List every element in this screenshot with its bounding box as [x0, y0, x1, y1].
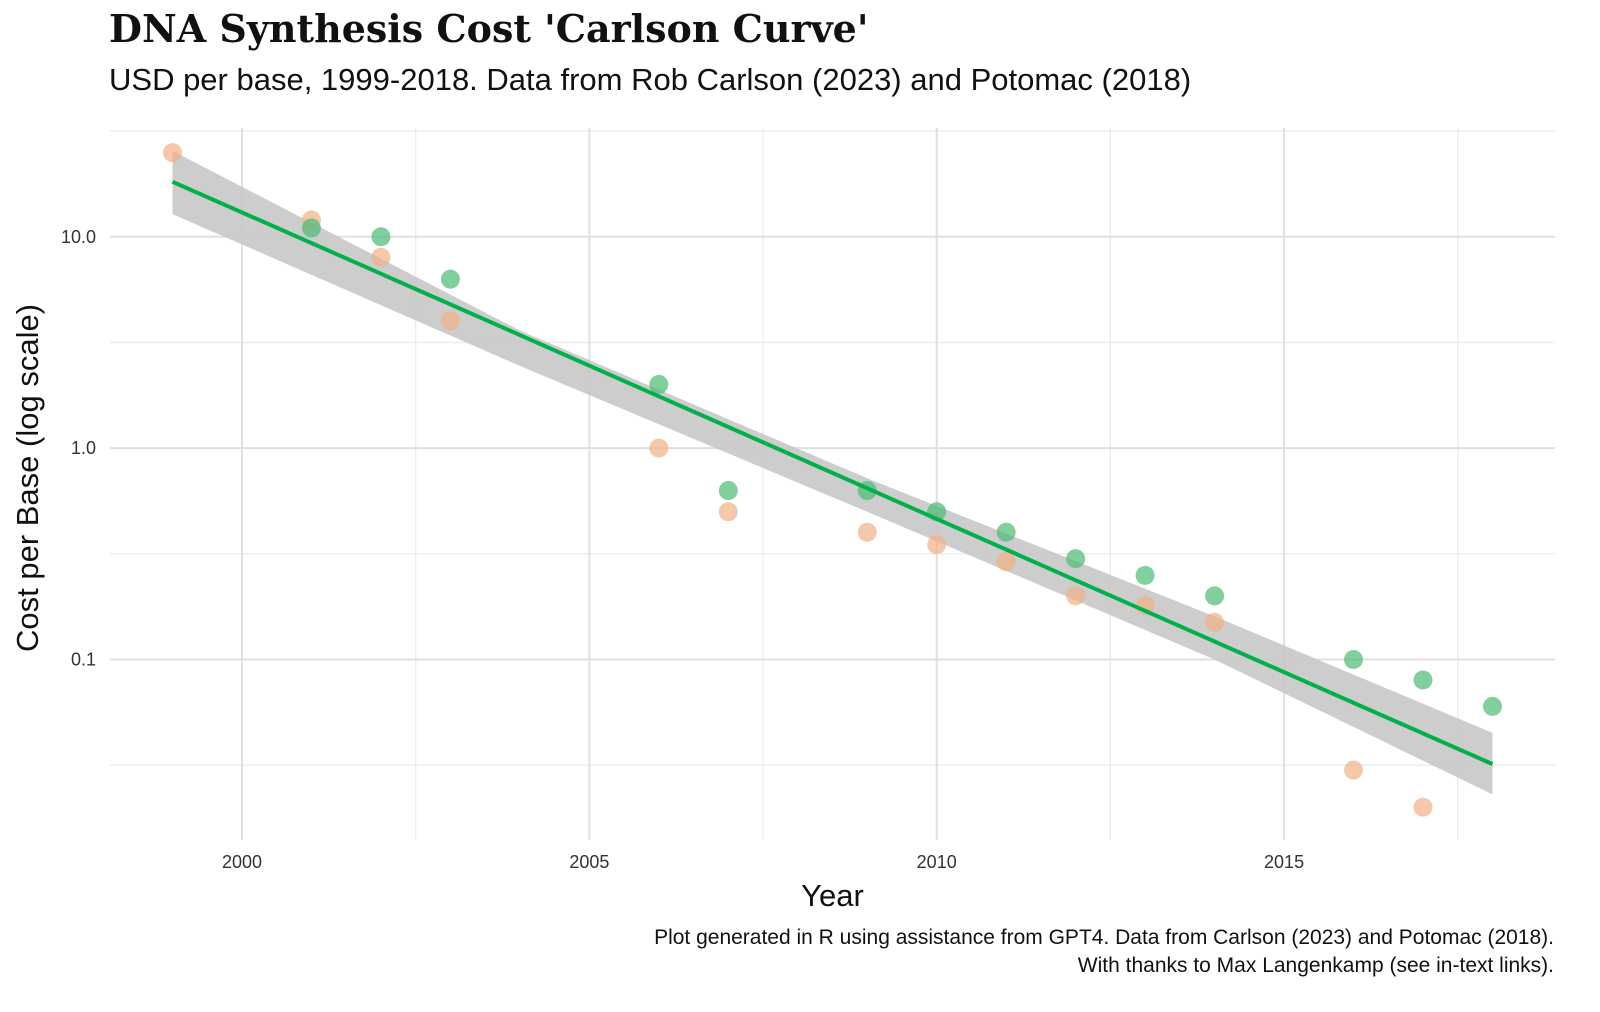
- data-point-carlson: [1066, 586, 1086, 606]
- y-tick-label: 1.0: [71, 438, 96, 458]
- data-point-potomac: [1482, 696, 1502, 716]
- x-tick-label: 2000: [222, 852, 262, 872]
- chart-subtitle: USD per base, 1999-2018. Data from Rob C…: [109, 62, 1192, 97]
- caption-line-1: Plot generated in R using assistance fro…: [654, 926, 1554, 949]
- data-point-potomac: [371, 227, 391, 247]
- data-point-potomac: [1135, 565, 1155, 585]
- chart-caption: Plot generated in R using assistance fro…: [654, 924, 1554, 980]
- x-tick-label: 2010: [917, 852, 957, 872]
- data-point-carlson: [371, 247, 391, 267]
- data-point-potomac: [718, 481, 738, 501]
- data-point-potomac: [996, 522, 1016, 542]
- x-tick-label: 2005: [569, 852, 609, 872]
- data-point-carlson: [1413, 797, 1433, 817]
- data-point-potomac: [301, 218, 321, 238]
- data-point-carlson: [996, 552, 1016, 572]
- data-point-carlson: [649, 438, 669, 458]
- data-point-potomac: [1344, 650, 1364, 670]
- y-axis-label: Cost per Base (log scale): [10, 304, 45, 652]
- chart-title: DNA Synthesis Cost 'Carlson Curve': [109, 6, 869, 51]
- caption-line-2: With thanks to Max Langenkamp (see in-te…: [1077, 954, 1554, 977]
- data-point-potomac: [440, 269, 460, 289]
- data-point-carlson: [927, 535, 947, 555]
- x-tick-label: 2015: [1264, 852, 1304, 872]
- y-tick-label: 0.1: [71, 650, 96, 670]
- data-point-potomac: [1066, 549, 1086, 569]
- regression-line: [171, 179, 1494, 766]
- data-point-carlson: [1205, 612, 1225, 632]
- data-point-carlson: [1344, 760, 1364, 780]
- data-point-carlson: [857, 522, 877, 542]
- data-point-potomac: [649, 375, 669, 395]
- y-tick-label: 10.0: [61, 227, 96, 247]
- data-point-potomac: [1205, 586, 1225, 606]
- x-axis-label: Year: [801, 878, 864, 913]
- data-point-carlson: [718, 502, 738, 522]
- data-point-carlson: [440, 311, 460, 331]
- data-point-potomac: [1413, 670, 1433, 690]
- data-point-carlson: [163, 143, 183, 163]
